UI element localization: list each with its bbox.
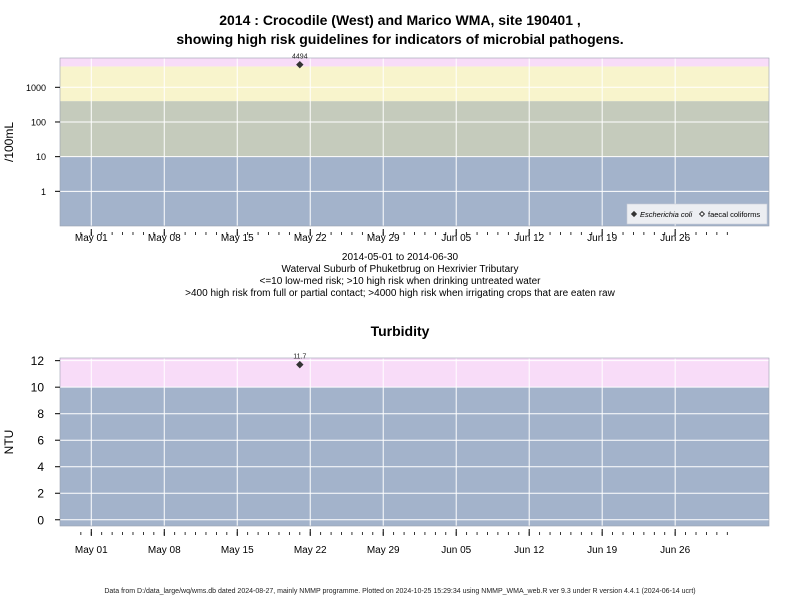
data-point-label: 11.7 bbox=[293, 354, 306, 361]
x-tick-label: May 29 bbox=[367, 545, 400, 556]
risk-band-2 bbox=[60, 66, 769, 102]
risk-band-1 bbox=[60, 358, 769, 388]
x-tick-label: May 22 bbox=[294, 545, 327, 556]
plot-frame bbox=[59, 357, 770, 527]
x-tick-label: Jun 05 bbox=[441, 233, 471, 244]
x-tick-label: May 01 bbox=[75, 233, 108, 244]
data-point bbox=[296, 60, 304, 69]
guideline-caption-1: <=10 low-med risk; >10 high risk when dr… bbox=[259, 276, 541, 287]
x-tick-label: May 08 bbox=[148, 545, 181, 556]
x-tick-label: May 08 bbox=[148, 233, 181, 244]
data-point-label: 4494 bbox=[292, 54, 308, 61]
turbidity-title: Turbidity bbox=[370, 323, 430, 339]
legend-label-ecoli: Escherichia coli bbox=[640, 210, 692, 219]
y-tick-label: 1000 bbox=[26, 83, 46, 93]
x-tick-label: May 15 bbox=[221, 233, 254, 244]
x-tick-label: Jun 19 bbox=[587, 233, 617, 244]
footer-note: Data from D:/data_large/wq/wms.db dated … bbox=[104, 588, 696, 595]
x-tick-label: May 01 bbox=[75, 545, 108, 556]
legend-marker-ecoli bbox=[630, 210, 638, 218]
chart-panel-microbial: 1 10 100 1000/100mL May 01 May 08 May 15 May 22… bbox=[2, 54, 770, 244]
y-tick-label: 10 bbox=[31, 381, 45, 395]
date-range-caption: 2014-05-01 to 2014-06-30 bbox=[341, 252, 459, 263]
legend-box bbox=[626, 203, 768, 225]
x-tick-label: Jun 26 bbox=[660, 233, 690, 244]
plot-frame bbox=[59, 57, 770, 227]
y-tick-label: 100 bbox=[31, 117, 46, 127]
chart-title-line2: showing high risk guidelines for indicat… bbox=[176, 31, 624, 47]
chart-legend: Escherichia coli faecal coliforms bbox=[626, 203, 768, 225]
y-tick-label: 2 bbox=[37, 487, 44, 501]
x-tick-label: Jun 12 bbox=[514, 233, 544, 244]
x-tick-label: Jun 19 bbox=[587, 545, 617, 556]
y-tick-label: 8 bbox=[37, 407, 44, 421]
legend-label-faecal: faecal coliforms bbox=[708, 210, 760, 219]
y-tick-label: 10 bbox=[36, 152, 46, 162]
y-tick-label: 6 bbox=[37, 434, 44, 448]
risk-band-1 bbox=[60, 101, 769, 157]
guideline-caption-2: >400 high risk from full or partial cont… bbox=[185, 288, 615, 299]
legend-marker-faecal bbox=[698, 210, 706, 218]
data-point bbox=[296, 360, 304, 369]
x-tick-label: Jun 12 bbox=[514, 545, 544, 556]
y-axis-label: /100mL bbox=[2, 122, 16, 162]
risk-band-0 bbox=[60, 387, 769, 526]
chart-panel-turbidity: 0 2 4 6 8 10 12 NTU May 01 May 08 May 15 May 22 May … bbox=[2, 354, 770, 556]
y-tick-label: 1 bbox=[41, 187, 46, 197]
x-tick-label: May 29 bbox=[367, 233, 400, 244]
y-tick-label: 0 bbox=[37, 513, 44, 527]
y-tick-label: 12 bbox=[31, 354, 45, 368]
chart-title-line1: 2014 : Crocodile (West) and Marico WMA, … bbox=[219, 12, 581, 28]
x-tick-label: Jun 05 bbox=[441, 545, 471, 556]
x-tick-label: May 22 bbox=[294, 233, 327, 244]
y-axis-label: NTU bbox=[2, 430, 16, 455]
x-tick-label: May 15 bbox=[221, 545, 254, 556]
risk-band-3 bbox=[60, 58, 769, 67]
x-tick-label: Jun 26 bbox=[660, 545, 690, 556]
y-tick-label: 4 bbox=[37, 460, 44, 474]
site-name-caption: Waterval Suburb of Phuketbrug on Hexrivi… bbox=[281, 264, 519, 275]
